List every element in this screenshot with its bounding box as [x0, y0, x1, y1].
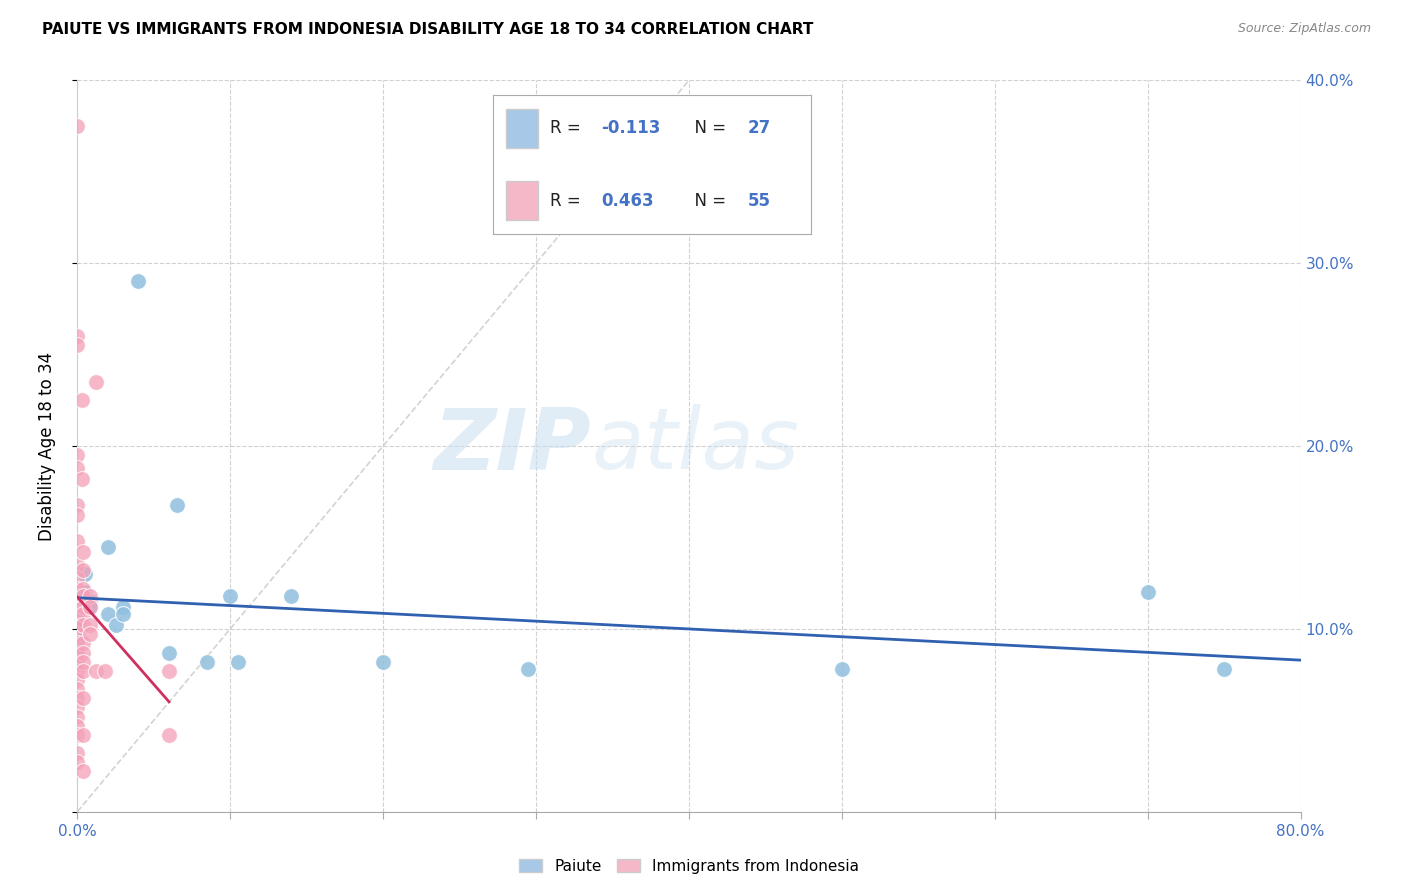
Point [97, 540, 120, 554]
Point [66, 664, 89, 678]
Point [104, 618, 127, 632]
Point [66, 571, 89, 585]
Point [72, 664, 94, 678]
Point [72, 764, 94, 779]
Point [66, 599, 89, 614]
Point [157, 646, 180, 660]
Point [66, 498, 89, 512]
Point [72, 691, 94, 706]
Point [72, 636, 94, 650]
Point [66, 644, 89, 658]
Point [517, 662, 540, 676]
Point [66, 691, 89, 706]
Point [66, 682, 89, 697]
Point [166, 498, 188, 512]
Point [1136, 585, 1159, 599]
Point [112, 599, 135, 614]
Legend: Paiute, Immigrants from Indonesia: Paiute, Immigrants from Indonesia [513, 853, 865, 880]
Text: atlas: atlas [591, 404, 799, 488]
Point [831, 662, 853, 676]
Point [72, 545, 94, 559]
Y-axis label: Disability Age 18 to 34: Disability Age 18 to 34 [38, 351, 56, 541]
Point [66, 631, 89, 645]
Point [1213, 662, 1236, 676]
Point [97, 607, 120, 622]
Text: Source: ZipAtlas.com: Source: ZipAtlas.com [1237, 22, 1371, 36]
Point [66, 756, 89, 770]
Point [79, 599, 101, 614]
Point [66, 709, 89, 723]
Point [73, 567, 96, 582]
Point [79, 618, 101, 632]
Point [66, 618, 89, 632]
Point [72, 589, 94, 603]
Point [84, 664, 107, 678]
Point [72, 563, 94, 577]
Point [79, 599, 101, 614]
Point [66, 582, 89, 596]
Point [66, 673, 89, 687]
Point [66, 627, 89, 641]
Text: PAIUTE VS IMMIGRANTS FROM INDONESIA DISABILITY AGE 18 TO 34 CORRELATION CHART: PAIUTE VS IMMIGRANTS FROM INDONESIA DISA… [42, 22, 814, 37]
Point [66, 338, 89, 352]
Point [66, 329, 89, 343]
Point [66, 655, 89, 669]
Point [72, 655, 94, 669]
Point [66, 655, 89, 669]
Point [66, 534, 89, 549]
Point [66, 622, 89, 636]
Point [66, 508, 89, 523]
Point [157, 728, 180, 742]
Point [70, 393, 93, 408]
Point [66, 728, 89, 742]
Point [66, 719, 89, 733]
Point [66, 585, 89, 599]
Point [112, 607, 135, 622]
Point [219, 589, 242, 603]
Point [66, 618, 89, 632]
Point [280, 589, 302, 603]
Point [79, 627, 101, 641]
Point [371, 655, 394, 669]
Point [94, 664, 117, 678]
Point [79, 594, 101, 608]
Point [66, 646, 89, 660]
Point [157, 664, 180, 678]
Point [79, 589, 101, 603]
Point [72, 599, 94, 614]
Point [72, 607, 94, 622]
Point [66, 636, 89, 650]
Point [66, 589, 89, 603]
Point [66, 558, 89, 572]
Point [195, 655, 218, 669]
Point [66, 119, 89, 133]
Point [66, 700, 89, 714]
Point [73, 585, 96, 599]
Point [72, 618, 94, 632]
Point [66, 613, 89, 627]
Point [128, 275, 150, 289]
Point [72, 728, 94, 742]
Point [72, 646, 94, 660]
Point [66, 448, 89, 462]
Point [66, 746, 89, 760]
Point [66, 461, 89, 475]
Point [70, 472, 93, 486]
Point [84, 375, 107, 389]
Text: ZIP: ZIP [433, 404, 591, 488]
Point [66, 607, 89, 622]
Point [226, 655, 249, 669]
Point [72, 582, 94, 596]
